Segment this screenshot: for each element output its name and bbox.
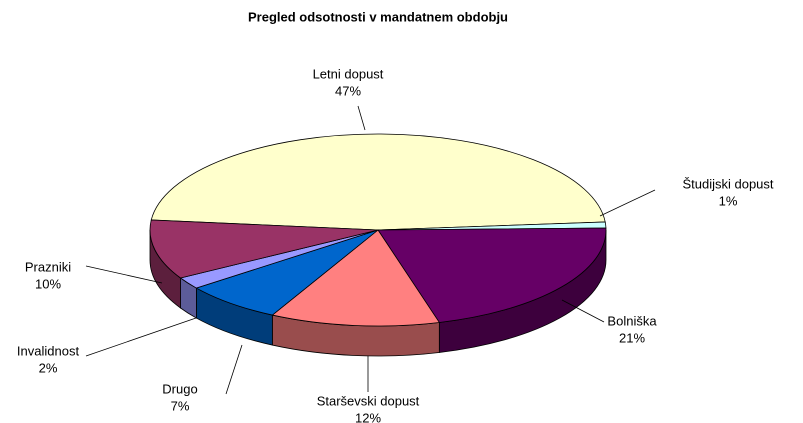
slice-label: Letni dopust	[313, 66, 384, 81]
slice-value-label: 1%	[719, 193, 738, 208]
pie-slice	[149, 219, 379, 279]
pie-slice	[150, 133, 606, 231]
slice-value-label: 47%	[335, 83, 361, 98]
pie-slice	[271, 229, 441, 327]
slice-label: Invalidnost	[17, 343, 80, 358]
slice-value-label: 10%	[35, 276, 61, 291]
leader-line	[85, 317, 197, 357]
leader-line	[599, 189, 656, 217]
slice-value-label: 12%	[355, 410, 381, 423]
slice-label: Drugo	[162, 381, 197, 396]
leader-line	[225, 344, 243, 395]
pie-slice	[377, 227, 607, 323]
slice-value-label: 7%	[171, 398, 190, 413]
leader-line	[357, 105, 366, 131]
leader-line	[561, 299, 605, 323]
chart-title: Pregled odsotnosti v mandatnem obdobju	[248, 9, 508, 24]
slice-value-label: 21%	[619, 330, 645, 345]
slice-label: Študijski dopust	[682, 176, 773, 191]
leader-line	[85, 265, 163, 284]
slice-value-label: 2%	[39, 360, 58, 375]
slice-label: Prazniki	[25, 259, 71, 274]
slice-label: Bolniška	[607, 313, 657, 328]
slice-label: Starševski dopust	[317, 393, 420, 408]
